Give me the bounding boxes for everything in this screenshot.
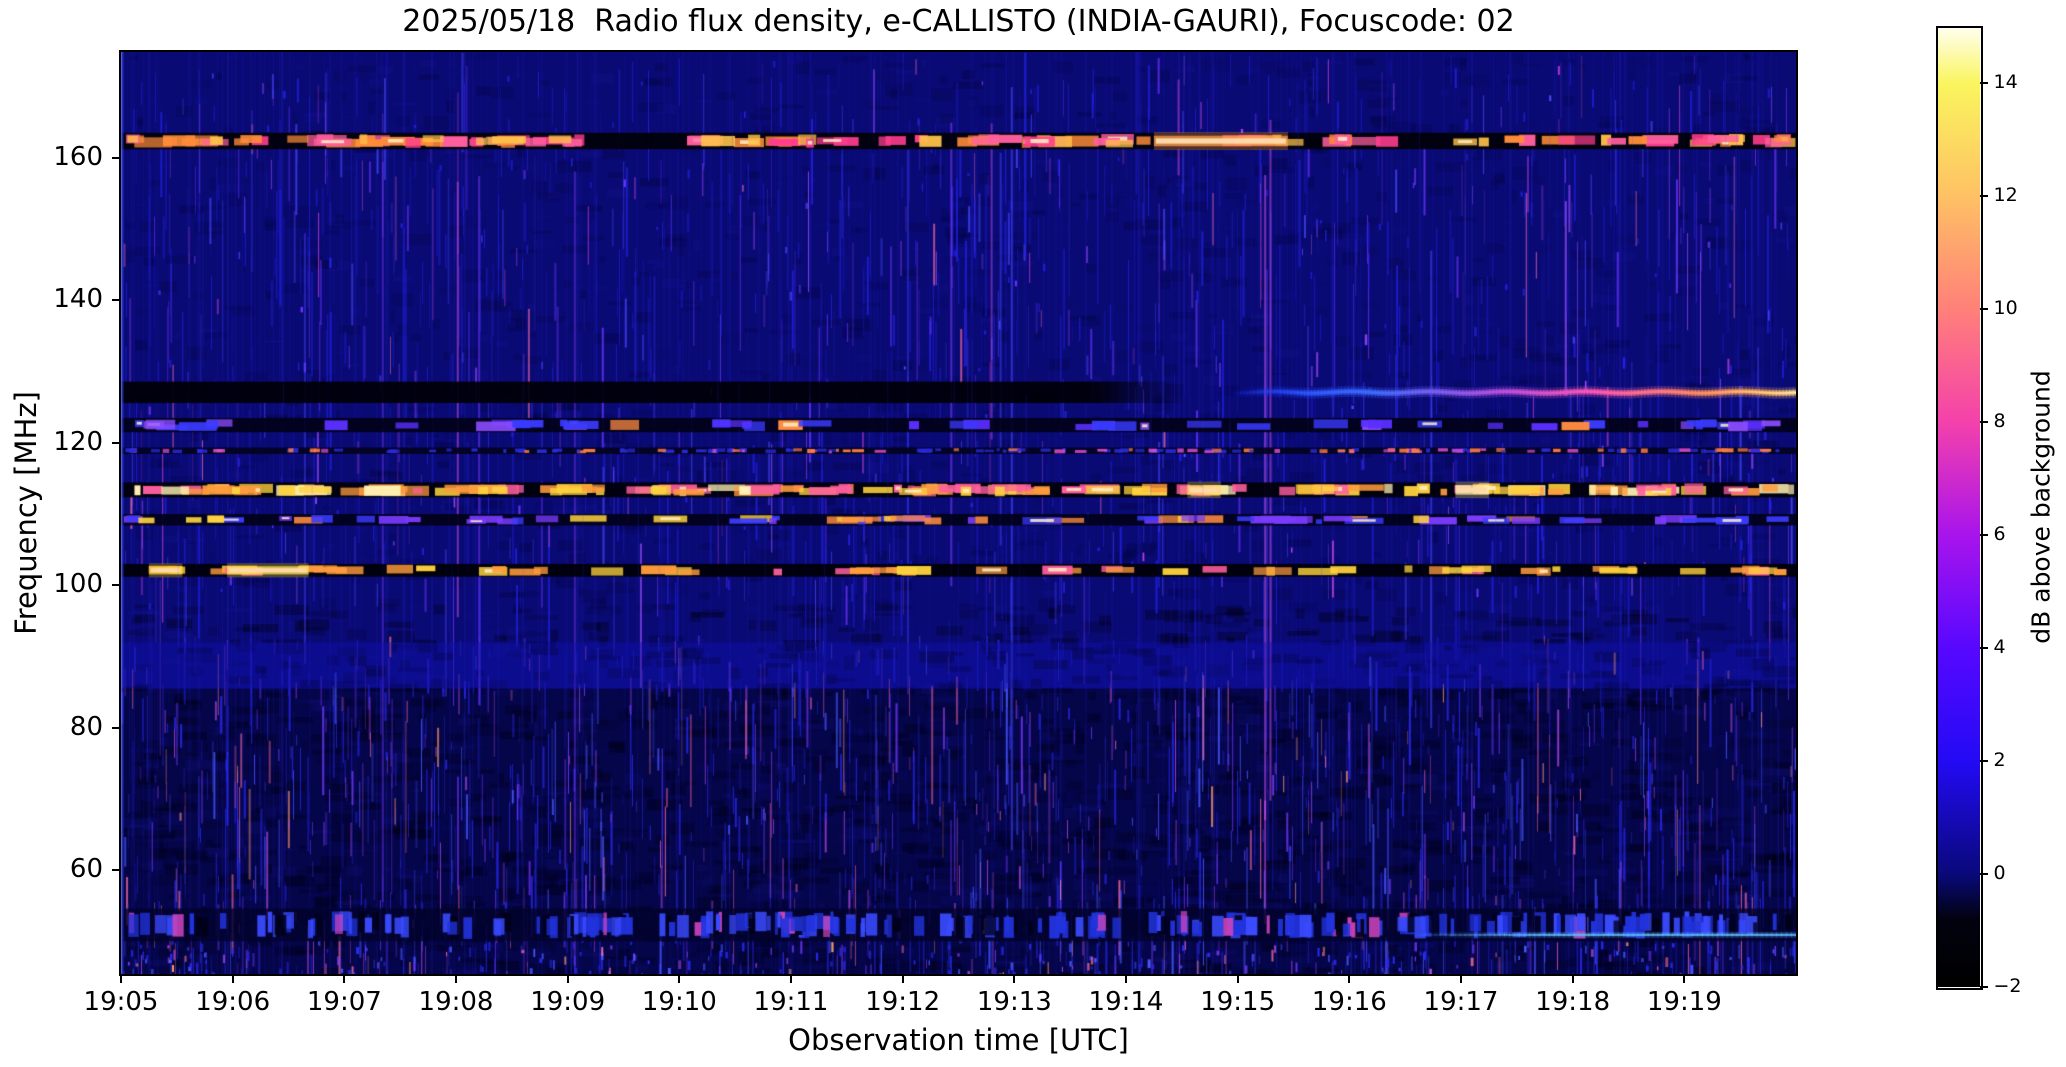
colorbar-tick-label: 6	[1993, 523, 2006, 546]
colorbar-tick	[1980, 195, 1988, 198]
y-tick	[112, 441, 121, 444]
colorbar-tick	[1980, 534, 1988, 537]
x-tick	[1013, 974, 1016, 983]
chart-title: 2025/05/18 Radio flux density, e-CALLIST…	[402, 4, 1515, 39]
colorbar-tick	[1980, 308, 1988, 311]
x-tick-label: 19:13	[976, 987, 1052, 1017]
colorbar-tick	[1980, 82, 1988, 85]
colorbar-tick-label: 4	[1993, 636, 2006, 659]
colorbar-tick	[1980, 760, 1988, 763]
x-tick	[120, 974, 122, 983]
y-tick	[112, 869, 121, 872]
colorbar-tick-label: 14	[1993, 71, 2018, 94]
y-tick	[112, 157, 121, 160]
x-tick	[566, 974, 569, 983]
x-tick	[1683, 974, 1686, 983]
colorbar-tick	[1980, 647, 1988, 650]
y-tick-label: 80	[69, 711, 103, 742]
x-tick-label: 19:14	[1088, 987, 1164, 1017]
y-tick-label: 100	[53, 569, 103, 600]
x-tick	[455, 974, 457, 983]
y-tick-label: 140	[53, 284, 103, 315]
x-axis-label: Observation time [UTC]	[788, 1023, 1129, 1057]
x-tick	[231, 974, 234, 983]
x-tick	[1460, 974, 1462, 983]
x-tick-label: 19:18	[1535, 987, 1611, 1017]
x-tick	[343, 974, 346, 983]
x-tick-label: 19:07	[306, 987, 382, 1017]
x-tick-label: 19:10	[641, 987, 717, 1017]
y-tick	[112, 299, 121, 302]
x-tick	[1125, 974, 1127, 983]
y-tick-label: 60	[69, 854, 103, 885]
colorbar-gradient	[1937, 27, 1980, 987]
x-tick	[1236, 974, 1239, 983]
x-tick-label: 19:15	[1200, 987, 1276, 1017]
x-tick-label: 19:12	[865, 987, 941, 1017]
x-tick-label: 19:11	[753, 987, 829, 1017]
spectrogram-canvas	[121, 52, 1796, 974]
colorbar-tick	[1980, 986, 1988, 988]
colorbar-tick-label: 12	[1993, 184, 2018, 207]
x-tick-label: 19:17	[1423, 987, 1499, 1017]
x-tick	[790, 974, 792, 983]
colorbar-tick-label: 8	[1993, 410, 2006, 433]
x-tick-label: 19:08	[418, 987, 494, 1017]
y-tick	[112, 726, 121, 729]
x-tick	[678, 974, 681, 983]
colorbar-tick-label: −2	[1993, 975, 2022, 997]
x-tick-label: 19:09	[530, 987, 606, 1017]
x-tick-label: 19:16	[1311, 987, 1387, 1017]
x-tick	[901, 974, 904, 983]
y-tick-label: 120	[53, 426, 103, 457]
y-axis-label: Frequency [MHz]	[9, 391, 43, 635]
x-tick-label: 19:06	[195, 987, 271, 1017]
colorbar-tick-label: 2	[1993, 749, 2006, 772]
x-tick	[1571, 974, 1574, 983]
colorbar-tick-label: 10	[1993, 297, 2018, 320]
x-tick-label: 19:19	[1646, 987, 1722, 1017]
y-tick	[112, 584, 121, 587]
colorbar-tick-label: 0	[1993, 862, 2006, 885]
colorbar-tick	[1980, 873, 1988, 876]
x-tick	[1348, 974, 1351, 983]
x-tick-label: 19:05	[83, 987, 159, 1017]
y-tick-label: 160	[53, 142, 103, 173]
colorbar-label: dB above background	[2026, 370, 2056, 644]
colorbar-tick	[1980, 421, 1988, 424]
